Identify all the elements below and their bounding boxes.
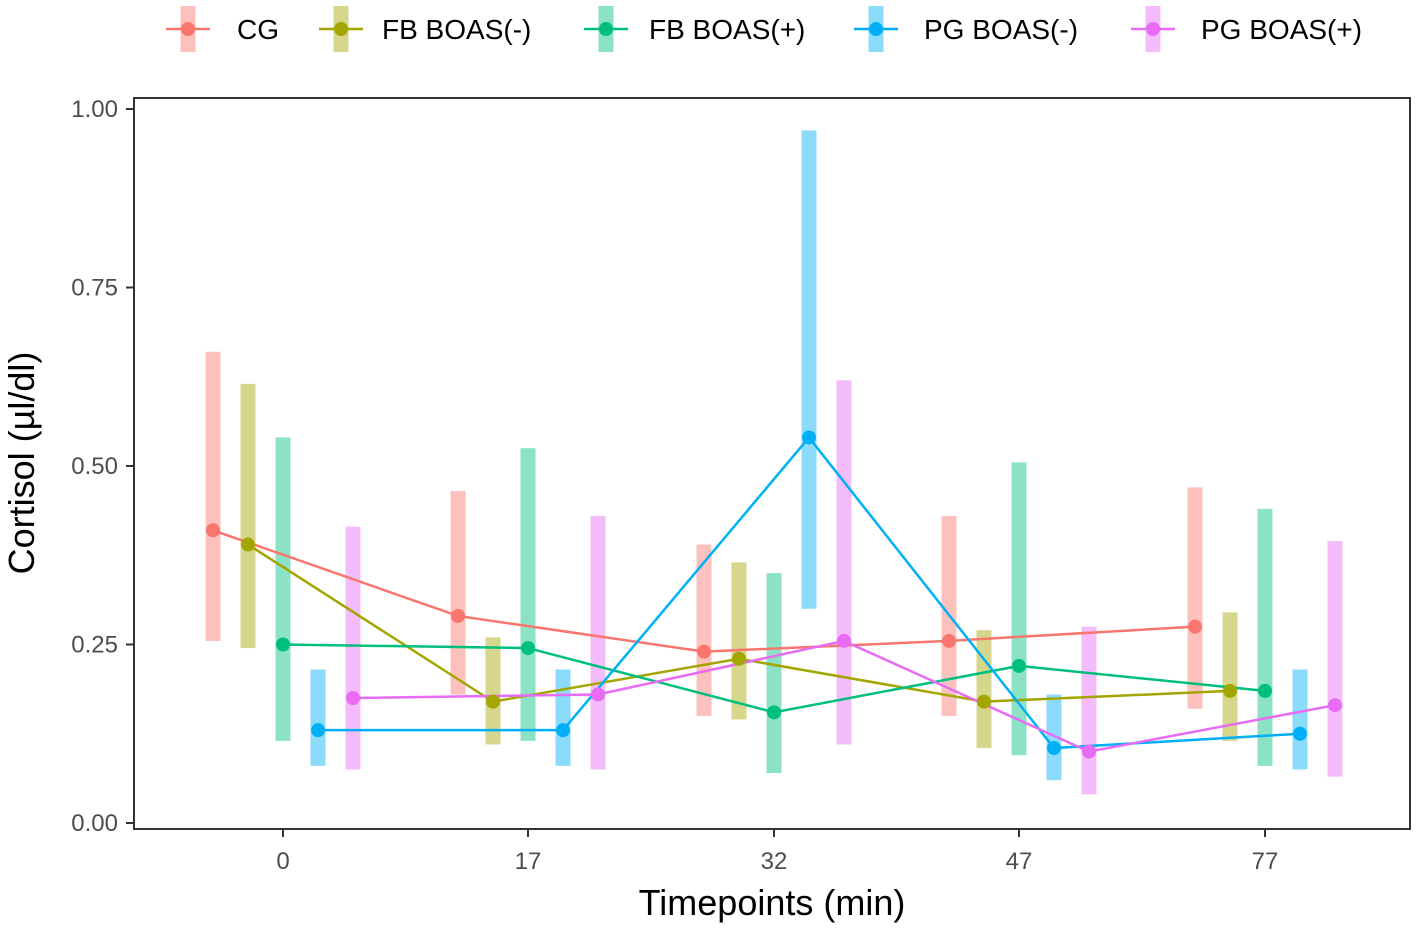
legend-label: FB BOAS(-) [382, 14, 531, 45]
data-point-pg-boas-2 [802, 430, 816, 445]
y-tick-label: 0.25 [71, 632, 118, 659]
error-bar-pg-boas-3 [1081, 626, 1097, 795]
x-tick-label: 0 [276, 848, 289, 875]
legend-item-fb-boas: FB BOAS(-) [319, 6, 531, 52]
error-bar-fb-boas-1 [520, 448, 536, 741]
legend: CG FB BOAS(-) FB BOAS(+) PG BOAS(-) PG BOAS(… [166, 6, 1362, 52]
data-point-fb-boas-2 [767, 705, 781, 720]
error-bars [205, 130, 1343, 795]
x-axis-title: Timepoints (min) [639, 882, 906, 923]
y-tick-label: 0.50 [71, 453, 118, 480]
legend-key-point [334, 22, 348, 36]
error-bar-cg-0 [205, 351, 221, 641]
y-axis: 0.00 0.25 0.50 0.75 1.00 [71, 96, 134, 837]
data-point-pg-boas-4 [1293, 726, 1307, 741]
legend-label: PG BOAS(-) [924, 14, 1078, 45]
data-point-fb-boas-2 [732, 651, 746, 666]
data-point-cg-2 [697, 644, 711, 659]
legend-label: FB BOAS(+) [649, 14, 805, 45]
data-point-pg-boas-4 [1328, 698, 1342, 713]
x-tick-label: 32 [761, 848, 788, 875]
data-point-cg-0 [206, 523, 220, 538]
data-point-pg-boas-3 [1082, 744, 1096, 759]
error-bar-fb-boas-0 [275, 437, 291, 741]
error-bar-fb-boas-2 [731, 562, 747, 720]
data-point-cg-1 [451, 608, 465, 623]
data-point-fb-boas-3 [1012, 658, 1026, 673]
error-bar-pg-boas-1 [555, 669, 571, 766]
data-point-pg-boas-0 [311, 723, 325, 738]
data-point-pg-boas-3 [1047, 741, 1061, 756]
error-bar-pg-boas-0 [310, 669, 326, 766]
legend-label: CG [237, 14, 279, 45]
error-bar-fb-boas-4 [1257, 508, 1273, 766]
data-point-fb-boas-4 [1258, 683, 1272, 698]
y-tick-label: 0.75 [71, 275, 118, 302]
data-point-fb-boas-1 [521, 641, 535, 656]
y-tick-label: 1.00 [71, 96, 118, 123]
data-point-pg-boas-0 [346, 691, 360, 706]
legend-item-fb-boas: FB BOAS(+) [584, 6, 805, 52]
legend-key-point [1146, 22, 1160, 36]
error-bar-cg-1 [450, 490, 466, 695]
legend-item-pg-boas: PG BOAS(-) [854, 6, 1078, 52]
data-point-fb-boas-4 [1223, 683, 1237, 698]
legend-key-point [181, 22, 195, 36]
error-bar-fb-boas-2 [766, 573, 782, 774]
x-tick-label: 77 [1252, 848, 1279, 875]
series-points [206, 430, 1342, 759]
y-tick-label: 0.00 [71, 810, 118, 837]
data-point-fb-boas-1 [486, 694, 500, 709]
error-bar-pg-boas-3 [1046, 694, 1062, 781]
error-bar-pg-boas-1 [590, 515, 606, 770]
legend-item-cg: CG [166, 6, 279, 52]
data-point-cg-3 [942, 633, 956, 648]
error-bar-pg-boas-2 [836, 380, 852, 745]
error-bar-pg-boas-4 [1292, 669, 1308, 770]
error-bar-cg-4 [1187, 487, 1203, 709]
legend-item-pg-boas: PG BOAS(+) [1131, 6, 1362, 52]
error-bar-fb-boas-3 [976, 630, 992, 749]
data-point-fb-boas-0 [276, 637, 290, 652]
x-tick-label: 17 [515, 848, 542, 875]
y-axis-title: Cortisol (µl/dl) [1, 352, 42, 575]
data-point-pg-boas-1 [556, 723, 570, 738]
x-axis: 0 17 32 47 77 [276, 829, 1278, 875]
data-point-pg-boas-2 [837, 633, 851, 648]
legend-key-point [869, 22, 883, 36]
error-bar-pg-boas-0 [345, 526, 361, 770]
error-bar-fb-boas-3 [1011, 462, 1027, 756]
x-tick-label: 47 [1006, 848, 1033, 875]
plot-panel [133, 97, 1411, 830]
data-point-cg-4 [1188, 619, 1202, 634]
data-point-fb-boas-3 [977, 694, 991, 709]
error-bar-pg-boas-4 [1327, 540, 1343, 777]
data-point-pg-boas-1 [591, 687, 605, 702]
legend-label: PG BOAS(+) [1201, 14, 1362, 45]
error-bar-pg-boas-2 [801, 130, 817, 609]
error-bar-fb-boas-0 [240, 383, 256, 649]
error-bar-fb-boas-1 [485, 637, 501, 745]
data-point-fb-boas-0 [241, 537, 255, 552]
legend-key-point [599, 22, 613, 36]
error-bar-fb-boas-4 [1222, 612, 1238, 741]
